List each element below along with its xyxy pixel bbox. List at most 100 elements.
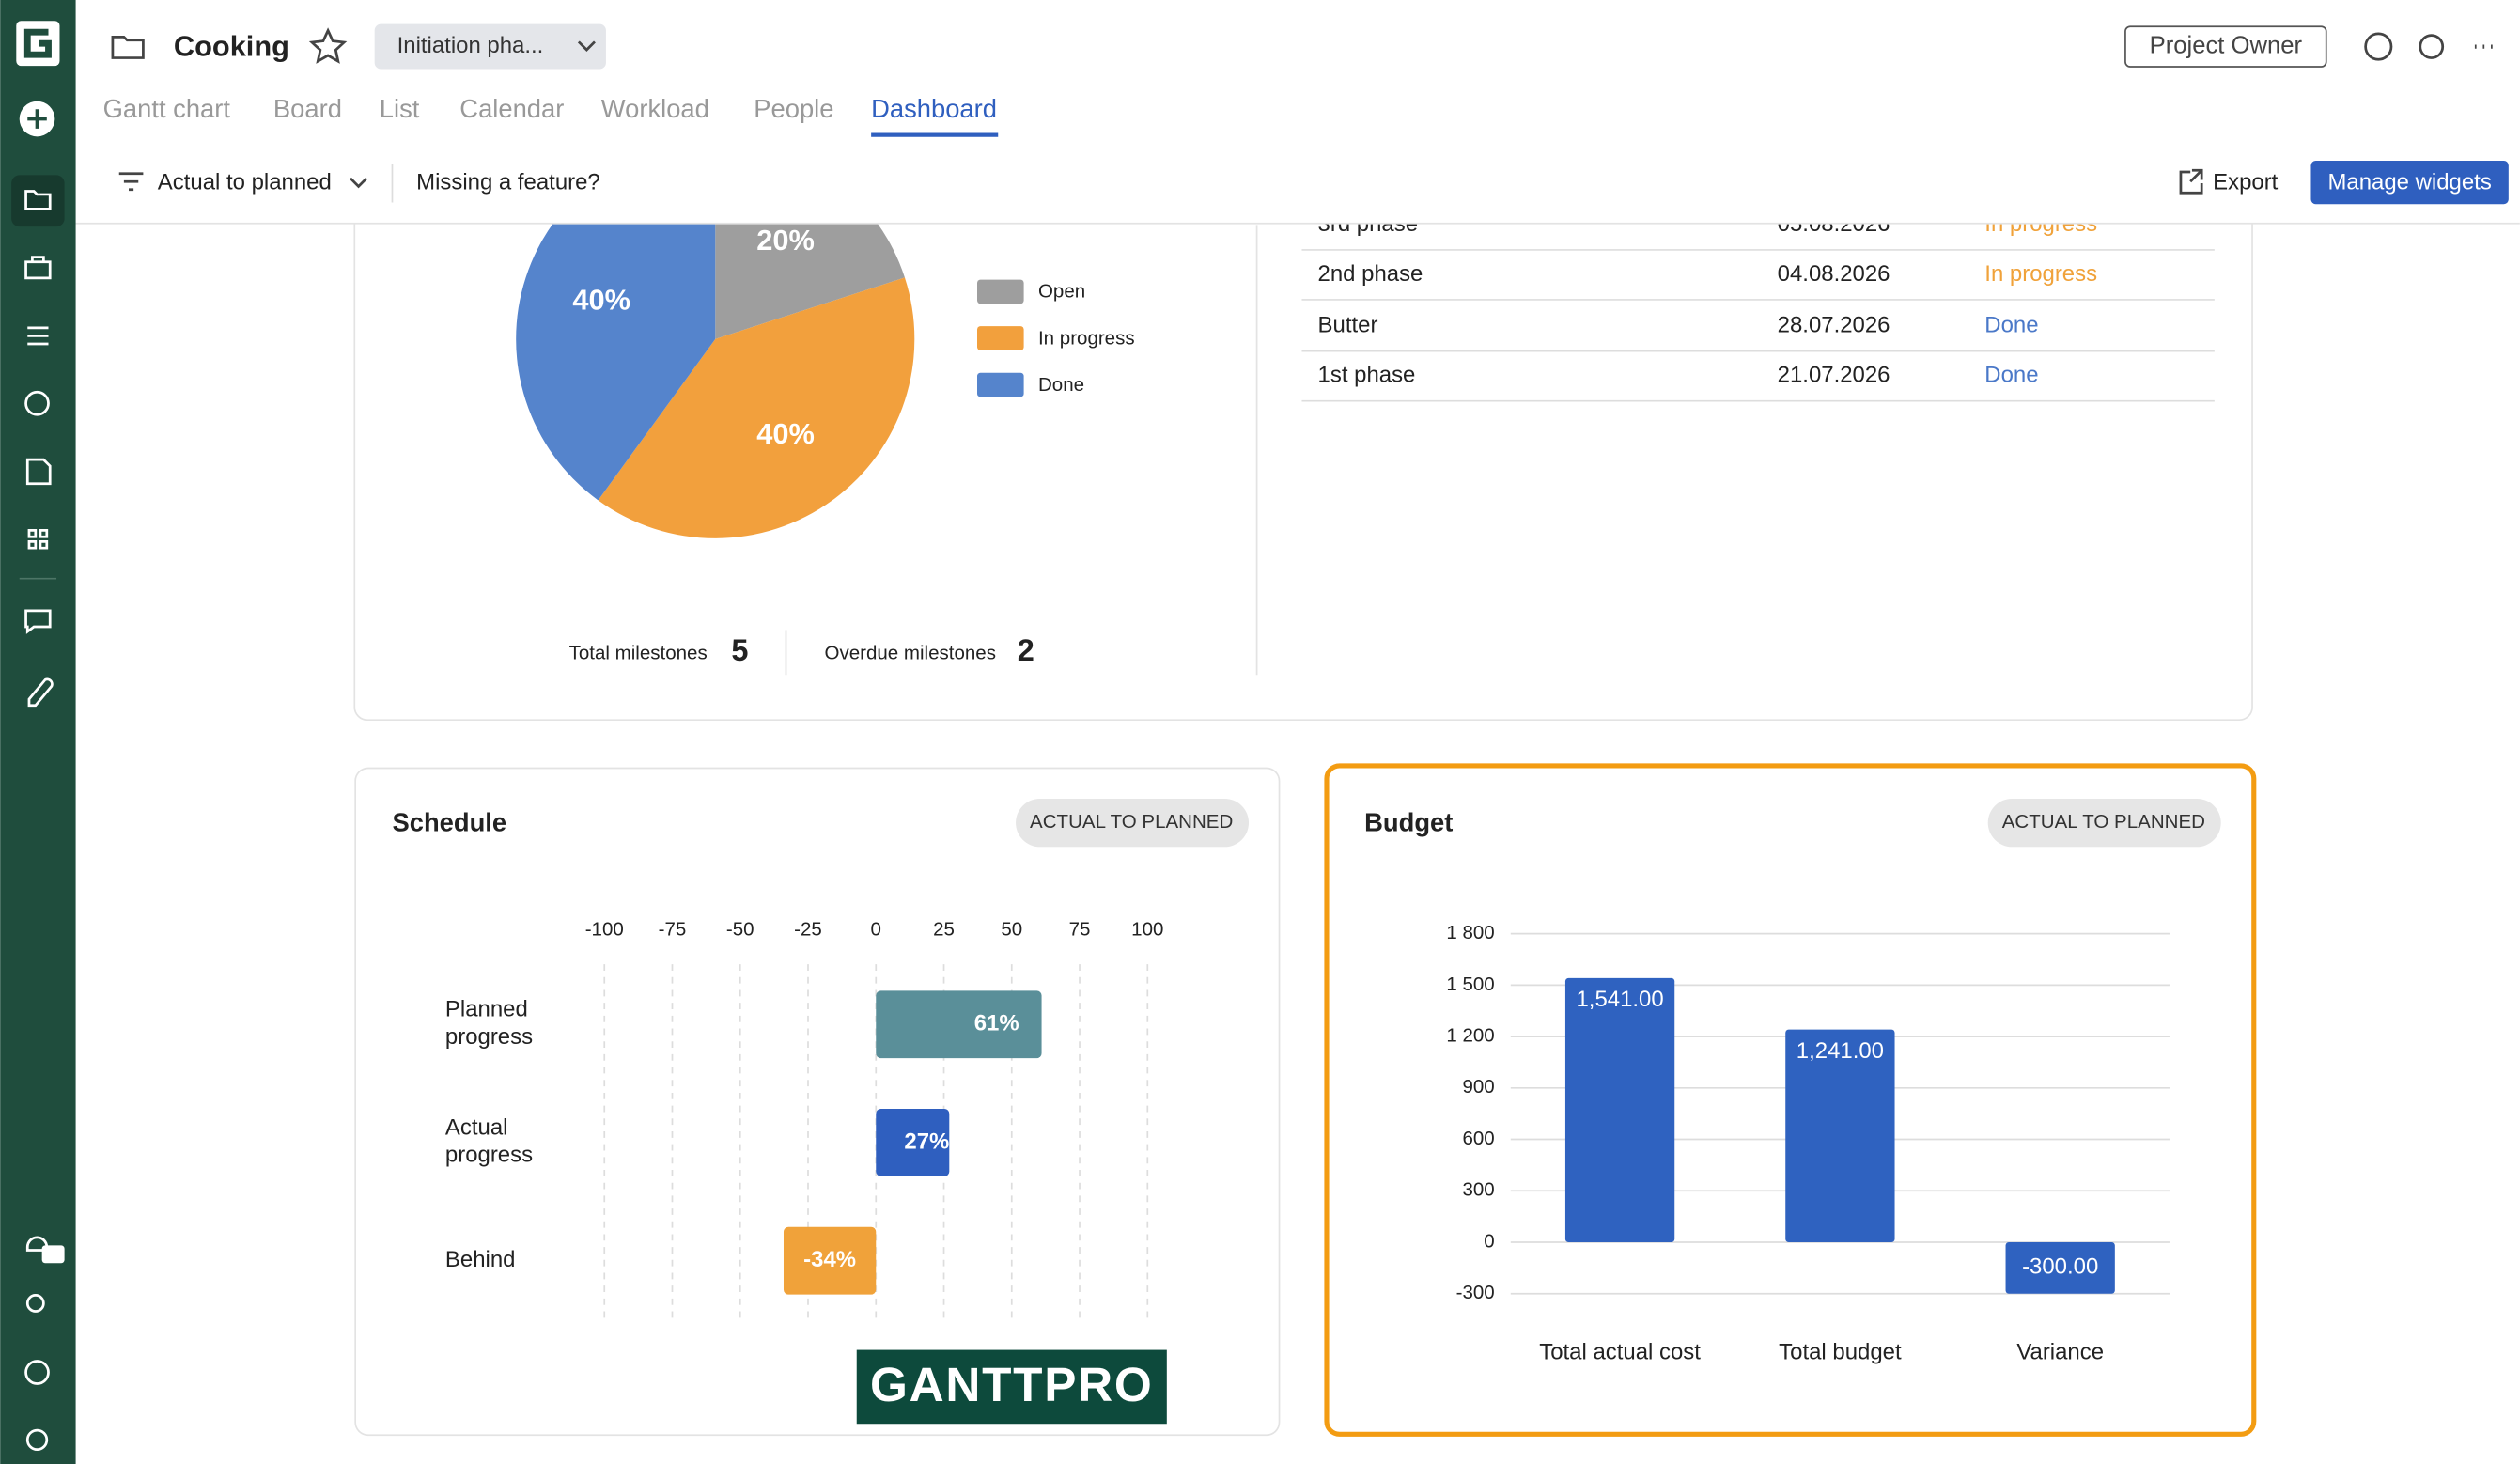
x-tick-label: 75 xyxy=(1069,919,1091,941)
category-label: Behind xyxy=(445,1247,516,1272)
filter-label[interactable]: Actual to planned xyxy=(158,169,332,195)
folder-icon xyxy=(111,35,145,59)
tab[interactable]: Calendar xyxy=(459,94,564,123)
row-date: 04.08.2026 xyxy=(1778,261,1890,287)
logo-g xyxy=(23,28,52,58)
chevron xyxy=(577,40,596,52)
nav-apps[interactable] xyxy=(27,529,49,550)
bar-label: 1,241.00 xyxy=(1797,1038,1884,1064)
badge-label: ACTUAL TO PLANNED xyxy=(1030,811,1233,833)
legend-swatch xyxy=(977,372,1024,397)
manage-widgets-label: Manage widgets xyxy=(2327,169,2491,195)
category-label: Actual progress xyxy=(445,1115,533,1168)
tab[interactable]: Workload xyxy=(601,94,709,123)
bar xyxy=(1785,1029,1895,1242)
nav-portfolio[interactable] xyxy=(24,256,52,280)
total-value: 5 xyxy=(731,633,748,667)
x-tick-label: 0 xyxy=(871,919,881,941)
slice-label: 40% xyxy=(572,284,630,317)
y-tick-label: 600 xyxy=(1462,1128,1494,1149)
bar-label: -34% xyxy=(803,1247,856,1272)
badge-label: ACTUAL TO PLANNED xyxy=(2002,811,2205,833)
x-tick-label: -50 xyxy=(726,919,754,941)
nav-tasks[interactable] xyxy=(27,326,49,346)
x-tick-label: -100 xyxy=(585,919,624,941)
row-status: Done xyxy=(1984,313,2038,338)
pie-slice xyxy=(598,277,915,538)
settings-icon[interactable] xyxy=(2419,34,2445,59)
bar xyxy=(1564,977,1675,1242)
y-tick-label: 300 xyxy=(1462,1179,1494,1201)
total-label: Total milestones xyxy=(569,642,708,663)
y-tick-label: 1 200 xyxy=(1446,1025,1494,1047)
y-tick-label: 0 xyxy=(1484,1230,1494,1252)
logo-text: GANTTPRO xyxy=(870,1358,1154,1411)
nav-reports[interactable] xyxy=(25,458,52,486)
y-tick-label: 1 800 xyxy=(1446,922,1494,943)
bar xyxy=(876,990,1042,1059)
x-tick-label: 100 xyxy=(1131,919,1163,941)
nav-search[interactable] xyxy=(25,1294,45,1313)
chevron xyxy=(350,177,368,189)
row-name: 1st phase xyxy=(1318,363,1416,388)
tab[interactable]: List xyxy=(380,94,420,123)
x-tick-label: 25 xyxy=(933,919,955,941)
role: Project Owner xyxy=(2150,32,2303,58)
legend-swatch xyxy=(977,279,1024,304)
history-icon[interactable] xyxy=(2364,32,2393,61)
legend-label: In progress xyxy=(1038,327,1135,349)
nav-attach[interactable] xyxy=(27,677,54,708)
nav-help[interactable] xyxy=(24,1360,50,1385)
y-tick-label: 1 500 xyxy=(1446,973,1494,995)
card-title: Budget xyxy=(1364,808,1453,837)
phase-select[interactable] xyxy=(374,23,606,70)
dashboard: Schedule ACTUAL TO PLANNED Budget ACTUAL… xyxy=(353,139,2257,1437)
phase-label: Initiation pha... xyxy=(397,33,544,58)
favorite[interactable] xyxy=(308,27,348,64)
x-tick-label: Total actual cost xyxy=(1539,1339,1701,1364)
bar-label: 27% xyxy=(904,1129,949,1154)
logo xyxy=(856,1349,1167,1425)
badge[interactable] xyxy=(1016,798,1250,848)
bar-label: 61% xyxy=(974,1011,1019,1036)
bar xyxy=(783,1226,877,1295)
card-title: Schedule xyxy=(392,808,506,837)
nav-projects[interactable] xyxy=(24,190,52,210)
x-tick-label: -25 xyxy=(794,919,822,941)
bar xyxy=(876,1109,950,1176)
manage-widgets-button[interactable] xyxy=(2310,161,2509,205)
sidebar xyxy=(0,0,76,1464)
tab[interactable]: People xyxy=(754,94,833,123)
export-icon xyxy=(2179,168,2203,195)
tab[interactable]: Gantt chart xyxy=(103,94,231,123)
total-label: Overdue milestones xyxy=(825,642,996,663)
row-name: Butter xyxy=(1318,313,1378,338)
bar-label: -300.00 xyxy=(2022,1254,2098,1280)
export-button[interactable]: Export xyxy=(2213,169,2279,195)
badge[interactable] xyxy=(1987,798,2221,848)
tab[interactable]: Board xyxy=(273,94,342,123)
bar xyxy=(2005,1241,2115,1294)
tab[interactable]: Dashboard xyxy=(871,94,997,123)
feature-link[interactable]: Missing a feature? xyxy=(416,169,600,195)
x-tick-label: Total budget xyxy=(1779,1339,1902,1364)
legend-label: Open xyxy=(1038,281,1085,303)
tabs: Gantt chart Board List Calendar Workload Peop… xyxy=(103,94,997,123)
schedule-card xyxy=(354,767,1281,1437)
legend-label: Done xyxy=(1038,374,1084,396)
app-logo[interactable] xyxy=(16,21,60,67)
y-tick-label: -300 xyxy=(1456,1282,1495,1303)
nav-active[interactable] xyxy=(11,175,65,227)
nav-time[interactable] xyxy=(24,390,50,416)
nav-settings[interactable] xyxy=(25,1428,49,1451)
role-box[interactable] xyxy=(2124,25,2327,68)
x-tick-label: Variance xyxy=(2016,1339,2104,1364)
pie-slice xyxy=(516,139,716,501)
x-tick-label: 50 xyxy=(1001,919,1022,941)
plus xyxy=(27,109,47,129)
badge xyxy=(41,1245,65,1264)
nav-chat[interactable] xyxy=(24,609,52,634)
